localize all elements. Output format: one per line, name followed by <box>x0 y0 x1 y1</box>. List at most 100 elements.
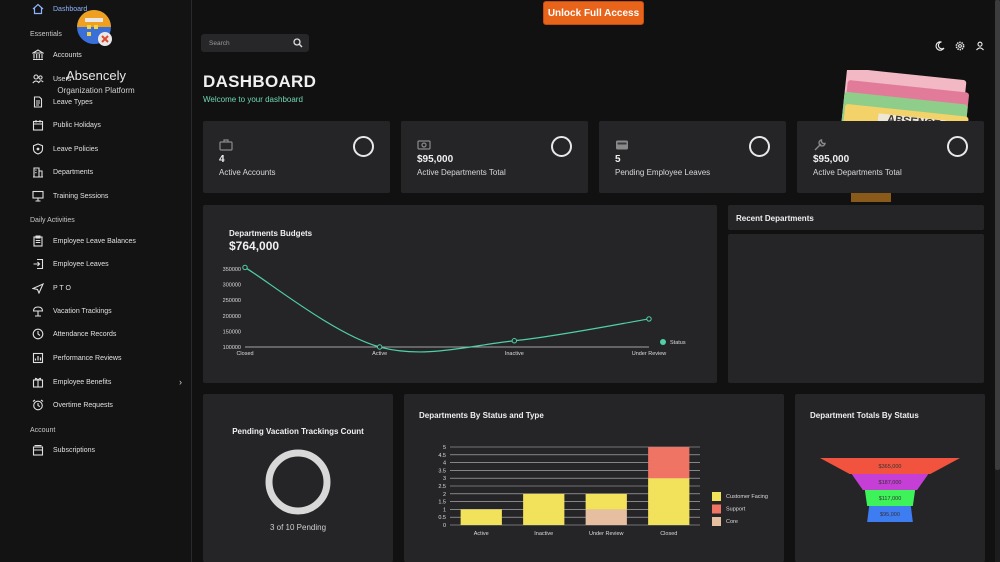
totals-funnel-chart: $365,000 $187,000 $117,000 $95,000 <box>820 458 960 522</box>
bar-segment-core[interactable] <box>585 509 627 525</box>
stat-label: Pending Employee Leaves <box>615 168 711 177</box>
page-title: DASHBOARD <box>203 72 317 91</box>
legend-swatch <box>712 504 721 514</box>
funnel-segment[interactable] <box>820 458 960 474</box>
sidebar-item-leave-types[interactable]: Leave Types <box>0 92 191 112</box>
sidebar-item-public-holidays[interactable]: Public Holidays <box>0 115 191 135</box>
stat-card: 5 Pending Employee Leaves <box>599 121 786 193</box>
stat-label: Active Accounts <box>219 168 276 177</box>
x-tick-label: Closed <box>236 351 253 357</box>
sidebar-item-label: Leave Policies <box>53 145 99 153</box>
x-tick-label: Inactive <box>534 531 553 537</box>
sidebar-item-subscriptions[interactable]: Subscriptions <box>0 440 191 460</box>
bar-segment-customer-facing[interactable] <box>585 493 627 510</box>
scrollbar-thumb[interactable] <box>995 0 1000 470</box>
data-point[interactable] <box>646 316 652 322</box>
funnel-label: $365,000 <box>879 464 902 470</box>
totals-title: Department Totals By Status <box>810 411 919 420</box>
y-tick-label: 0 <box>443 523 446 529</box>
funnel-segment[interactable] <box>867 506 913 522</box>
sidebar-item-vacation-trackings[interactable]: Vacation Trackings <box>0 301 191 321</box>
stat-value: $95,000 <box>417 154 454 165</box>
departments-budgets-chart: 350000 300000 250000 200000 150000 100000Clos… <box>223 264 686 357</box>
sidebar-item-attendance-records[interactable]: Attendance Records <box>0 324 191 344</box>
y-tick-label: 300000 <box>223 283 241 289</box>
alarm-icon <box>32 399 44 411</box>
bar-segment-customer-facing[interactable] <box>523 493 565 525</box>
sidebar-item-label: Leave Types <box>53 98 93 106</box>
brand-subtitle: Organization Platform <box>57 86 135 95</box>
home-icon <box>32 3 44 15</box>
sidebar-item-label: Dashboard <box>53 5 88 13</box>
data-point[interactable] <box>242 264 248 271</box>
brand: Absencely Organization Platform <box>0 8 191 95</box>
wrench-icon <box>813 138 827 157</box>
bank-icon <box>32 49 44 61</box>
y-tick-label: 200000 <box>223 314 241 320</box>
bar-segment-customer-facing[interactable] <box>648 478 690 525</box>
sidebar-item-employee-leaves[interactable]: Employee Leaves <box>0 254 191 274</box>
y-tick-label: 4.5 <box>438 453 446 459</box>
sidebar-item-accounts[interactable]: Accounts <box>0 45 191 65</box>
sidebar-item-departments[interactable]: Departments <box>0 162 191 182</box>
chevron-right-icon[interactable]: › <box>179 377 182 387</box>
y-tick-label: 3 <box>443 476 446 482</box>
subscription-icon <box>32 444 44 456</box>
x-tick-label: Closed <box>660 531 677 537</box>
sidebar-item-leave-policies[interactable]: Leave Policies <box>0 139 191 159</box>
funnel-label: $187,000 <box>879 480 902 486</box>
sidebar-item-label: Overtime Requests <box>53 401 113 409</box>
sidebar-item-overtime-requests[interactable]: Overtime Requests <box>0 395 191 415</box>
funnel-segment[interactable] <box>851 474 929 490</box>
users-icon <box>32 73 44 85</box>
sidebar-item-label: Attendance Records <box>53 330 117 338</box>
unlock-full-access-button[interactable]: Unlock Full Access <box>543 1 644 25</box>
plane-icon <box>32 282 44 294</box>
x-tick-label: Active <box>474 531 489 537</box>
funnel-segment[interactable] <box>864 490 916 506</box>
bar-segment-customer-facing[interactable] <box>460 509 502 525</box>
sidebar: Absencely Organization Platform Dashboar… <box>0 0 192 562</box>
bar-segment-support[interactable] <box>648 447 690 479</box>
presentation-icon <box>32 190 44 202</box>
sidebar-item-users[interactable]: Users <box>0 69 191 89</box>
chart-icon <box>32 352 44 364</box>
sidebar-item-dashboard[interactable]: Dashboard <box>0 0 191 19</box>
sidebar-item-label: Performance Reviews <box>53 354 122 362</box>
sidebar-item-performance-reviews[interactable]: Performance Reviews <box>0 348 191 368</box>
y-tick-label: 3.5 <box>438 468 446 474</box>
stat-label: Active Departments Total <box>417 168 506 177</box>
y-tick-label: 150000 <box>223 329 241 335</box>
clipboard-icon <box>32 235 44 247</box>
page-scrollbar[interactable] <box>995 0 1000 562</box>
sidebar-item-p-t-o[interactable]: P T O <box>0 278 191 298</box>
sidebar-item-label: Departments <box>53 168 94 176</box>
donut-ring <box>265 449 331 515</box>
beach-icon <box>32 305 44 317</box>
data-point[interactable] <box>376 344 383 350</box>
stat-value: $95,000 <box>813 154 850 165</box>
gift-icon <box>32 376 44 388</box>
sidebar-item-employee-leave-balances[interactable]: Employee Leave Balances <box>0 231 191 251</box>
settings-icon[interactable] <box>955 38 965 56</box>
y-tick-label: 350000 <box>223 267 241 273</box>
dark-mode-icon[interactable] <box>935 38 945 56</box>
sidebar-item-label: Vacation Trackings <box>53 307 112 315</box>
user-icon[interactable] <box>975 38 985 56</box>
stat-progress-ring <box>353 136 374 157</box>
search-input[interactable]: Search <box>201 34 309 52</box>
departments-budgets-panel: Departments Budgets $764,000 350000 30000… <box>203 205 717 383</box>
search-icon[interactable] <box>293 38 303 50</box>
series-line-status <box>244 266 650 353</box>
calendar-icon <box>32 119 44 131</box>
pending-vacation-panel: Pending Vacation Trackings Count 3 of 10… <box>203 394 393 562</box>
status-type-chart: 5 4.5 43.5 3 2.5 2 1.51 0.5 0 Active Inactive Under… <box>438 445 768 537</box>
recent-departments-list <box>728 234 984 383</box>
recent-title: Recent Departments <box>736 214 814 223</box>
data-point[interactable] <box>511 338 518 344</box>
search-placeholder: Search <box>209 39 230 47</box>
stat-value: 4 <box>219 154 225 165</box>
building-icon <box>32 166 44 178</box>
sidebar-item-employee-benefits[interactable]: Employee Benefits › <box>0 372 191 392</box>
sidebar-item-training-sessions[interactable]: Training Sessions <box>0 186 191 206</box>
